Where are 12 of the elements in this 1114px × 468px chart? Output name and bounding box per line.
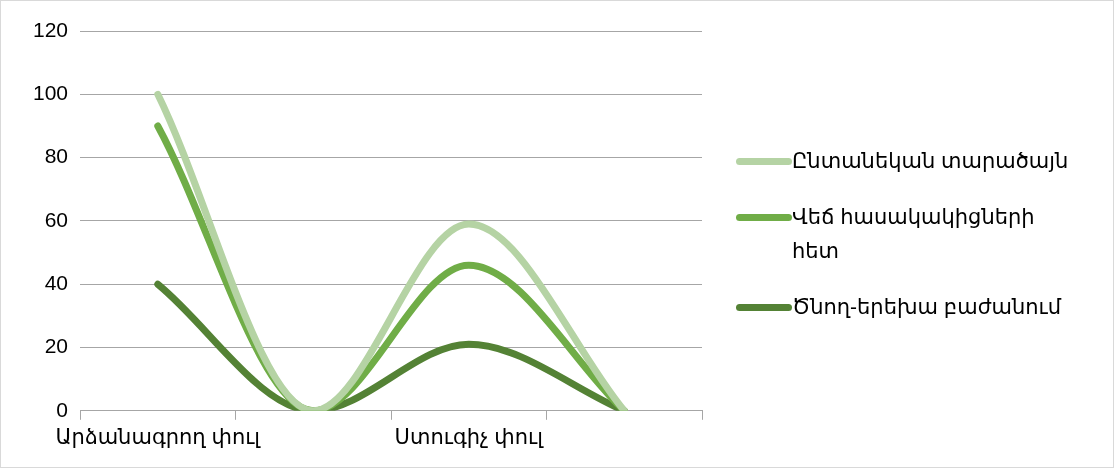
legend-label: Վեճ հասակակիցների հետ — [792, 204, 1036, 264]
x-tick-label: Ստուգիչ փուլ — [394, 425, 545, 449]
y-tick-label: 120 — [32, 17, 69, 41]
x-tick-label: Արձանագրող փուլ — [55, 425, 262, 449]
y-tick-label: 80 — [44, 144, 69, 168]
y-tick-label: 40 — [44, 271, 69, 294]
legend-label: Ընտանեկան տարածայն — [792, 148, 1069, 174]
y-tick-label: 0 — [56, 397, 69, 421]
y-tick-label: 20 — [44, 334, 69, 358]
y-tick-label: 100 — [32, 81, 69, 105]
y-tick-label: 60 — [44, 207, 69, 231]
legend-label: Ծնող-երեխա բաժանում — [792, 294, 1061, 320]
